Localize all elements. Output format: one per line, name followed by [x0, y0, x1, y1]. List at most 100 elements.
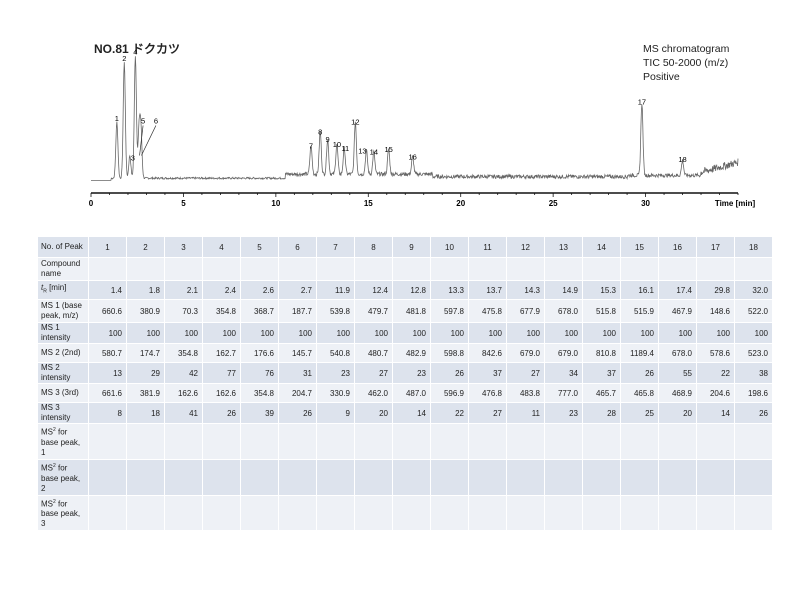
- table-row: MS 1 (base peak, m/z) 660.6 380.9 70.3 354.8…: [37, 299, 773, 323]
- table-cell: [392, 257, 431, 281]
- table-cell: [278, 257, 317, 281]
- table-cell: 330.9: [316, 383, 355, 403]
- table-cell: 13: [544, 236, 583, 258]
- table-cell: 39: [240, 402, 279, 424]
- table-cell: 482.9: [392, 343, 431, 363]
- table-cell: 100: [88, 322, 127, 344]
- table-cell: [164, 495, 203, 531]
- table-cell: 368.7: [240, 299, 279, 323]
- table-cell: 162.6: [202, 383, 241, 403]
- table-cell: 100: [582, 322, 621, 344]
- table-cell: 465.7: [582, 383, 621, 403]
- table-cell: [544, 257, 583, 281]
- table-cell: 354.8: [164, 343, 203, 363]
- table-cell: 18: [126, 402, 165, 424]
- table-cell: 100: [544, 322, 583, 344]
- table-cell: 14.9: [544, 280, 583, 300]
- table-cell: 11: [468, 236, 507, 258]
- table-cell: 14: [392, 402, 431, 424]
- table-cell: 100: [354, 322, 393, 344]
- row-header: No. of Peak: [37, 236, 89, 258]
- table-cell: [126, 459, 165, 496]
- table-cell: [240, 257, 279, 281]
- peak-label: 3: [131, 154, 135, 163]
- peak-label: 5: [141, 117, 145, 126]
- x-axis-label: Time [min]: [715, 199, 756, 208]
- chart-title: NO.81 ドクカツ: [94, 42, 181, 56]
- table-cell: 28: [582, 402, 621, 424]
- table-cell: 100: [126, 322, 165, 344]
- table-cell: 480.7: [354, 343, 393, 363]
- table-cell: 8: [88, 402, 127, 424]
- table-cell: [316, 423, 355, 460]
- table-cell: 468.9: [658, 383, 697, 403]
- table-row: MS2 for base peak, 2: [37, 459, 773, 496]
- table-cell: [202, 423, 241, 460]
- table-cell: 578.6: [696, 343, 735, 363]
- table-cell: [506, 495, 545, 531]
- table-cell: 381.9: [126, 383, 165, 403]
- table-cell: 26: [734, 402, 773, 424]
- table-cell: 100: [392, 322, 431, 344]
- table-cell: 23: [316, 362, 355, 384]
- table-cell: 14: [582, 236, 621, 258]
- table-cell: 13: [88, 362, 127, 384]
- table-cell: 842.6: [468, 343, 507, 363]
- table-row: tR [min] 1.4 1.8 2.1 2.4 2.6 2.7 11.9 12.4 12.8 13…: [37, 280, 773, 300]
- table-cell: 380.9: [126, 299, 165, 323]
- table-cell: 76: [240, 362, 279, 384]
- table-cell: [430, 495, 469, 531]
- table-cell: 14: [696, 402, 735, 424]
- row-header: Compound name: [37, 257, 89, 281]
- table-cell: 9: [392, 236, 431, 258]
- table-cell: [734, 423, 773, 460]
- table-cell: [696, 495, 735, 531]
- table-cell: 31: [278, 362, 317, 384]
- table-cell: [620, 257, 659, 281]
- table-cell: [88, 423, 127, 460]
- row-header: MS 3 (3rd): [37, 383, 89, 403]
- table-cell: 479.7: [354, 299, 393, 323]
- peak-label: 2: [122, 54, 126, 63]
- row-header: MS 1 (base peak, m/z): [37, 299, 89, 323]
- table-cell: [164, 257, 203, 281]
- table-cell: 100: [430, 322, 469, 344]
- peak-label: 13: [358, 146, 366, 155]
- table-cell: 20: [354, 402, 393, 424]
- table-cell: 34: [544, 362, 583, 384]
- table-cell: 1: [88, 236, 127, 258]
- table-cell: 15: [620, 236, 659, 258]
- table-cell: [582, 257, 621, 281]
- table-cell: 678.0: [658, 343, 697, 363]
- table-cell: 18: [734, 236, 773, 258]
- x-tick-label: 0: [89, 199, 94, 208]
- table-cell: 487.0: [392, 383, 431, 403]
- table-cell: 1189.4: [620, 343, 659, 363]
- table-cell: 465.8: [620, 383, 659, 403]
- table-cell: 41: [164, 402, 203, 424]
- table-cell: 16.1: [620, 280, 659, 300]
- peak-label: 4: [133, 48, 137, 57]
- table-cell: 4: [202, 236, 241, 258]
- table-row: MS 3 intensity 8 18 41 26 39 26 9 20 14 22 27 11 23 28…: [37, 402, 773, 424]
- table-cell: 679.0: [506, 343, 545, 363]
- table-cell: [316, 459, 355, 496]
- table-cell: [392, 495, 431, 531]
- table-cell: [544, 495, 583, 531]
- peak-label: 7: [309, 141, 313, 150]
- table-cell: 100: [506, 322, 545, 344]
- table-cell: [468, 257, 507, 281]
- table-cell: 661.6: [88, 383, 127, 403]
- row-header: MS2 for base peak, 1: [37, 423, 89, 460]
- table-cell: [164, 459, 203, 496]
- table-cell: [620, 459, 659, 496]
- table-cell: 32.0: [734, 280, 773, 300]
- table-cell: 12: [506, 236, 545, 258]
- method-line-1: MS chromatogram: [643, 43, 730, 55]
- table-cell: 100: [202, 322, 241, 344]
- table-cell: [316, 257, 355, 281]
- table-row: MS2 for base peak, 3: [37, 495, 773, 531]
- table-cell: 145.7: [278, 343, 317, 363]
- table-cell: [696, 257, 735, 281]
- peak-label: 8: [318, 128, 322, 137]
